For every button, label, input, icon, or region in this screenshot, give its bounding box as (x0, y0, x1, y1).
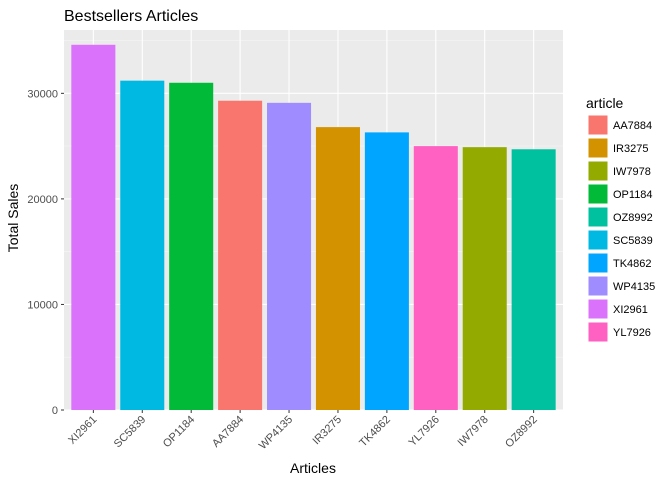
bars (71, 44, 556, 411)
y-tick-label: 30000 (27, 88, 58, 100)
legend-label: IR3275 (613, 143, 648, 155)
x-tick-label: WP4135 (257, 414, 295, 452)
y-tick-label: 10000 (27, 299, 58, 311)
x-tick-label: TK4862 (357, 414, 393, 450)
legend-label: OZ8992 (613, 212, 653, 224)
bar-sc5839 (120, 80, 165, 411)
bar-aa7884 (218, 100, 263, 410)
y-tick-label: 0 (52, 405, 58, 417)
legend-key-op1184 (587, 183, 609, 205)
legend: article AA7884 IR3275 IW7978 OP1184 OZ8992 SC… (586, 95, 655, 343)
bar-wp4135 (267, 102, 312, 410)
legend-label: SC5839 (613, 235, 653, 247)
legend-key-oz8992 (587, 206, 609, 228)
legend-label: OP1184 (613, 189, 653, 201)
legend-label: TK4862 (613, 258, 652, 270)
bar-yl7926 (413, 146, 458, 410)
x-tick-label: OZ8992 (503, 414, 540, 451)
legend-label: IW7978 (613, 166, 651, 178)
bar-iw7978 (462, 147, 507, 410)
legend-label: YL7926 (613, 327, 651, 339)
bar-xi2961 (71, 44, 116, 411)
x-axis-title: Articles (290, 460, 336, 476)
legend-key-sc5839 (587, 229, 609, 251)
y-axis: 0 10000 20000 30000 (27, 88, 64, 417)
legend-title: article (586, 95, 624, 111)
x-tick-label: OP1184 (161, 414, 197, 450)
x-axis: XI2961 SC5839 OP1184 AA7884 WP4135 IR3275 TK48… (66, 410, 540, 452)
x-tick-label: IR3275 (311, 414, 345, 448)
legend-key-ir3275 (587, 137, 609, 159)
legend-key-xi2961 (587, 298, 609, 320)
legend-key-wp4135 (587, 275, 609, 297)
x-tick-label: YL7926 (407, 414, 442, 449)
bar-oz8992 (511, 149, 556, 410)
legend-key-aa7884 (587, 114, 609, 136)
x-tick-label: SC5839 (112, 414, 149, 451)
legend-label: WP4135 (613, 281, 655, 293)
bar-ir3275 (315, 127, 360, 410)
x-tick-label: XI2961 (66, 414, 99, 447)
x-tick-label: AA7884 (210, 414, 246, 450)
bar-op1184 (169, 82, 214, 411)
y-axis-title: Total Sales (5, 184, 21, 252)
y-tick-label: 20000 (27, 194, 58, 206)
chart-title: Bestsellers Articles (64, 8, 198, 25)
bar-tk4862 (364, 132, 409, 410)
legend-key-tk4862 (587, 252, 609, 274)
x-tick-label: IW7978 (456, 414, 491, 449)
legend-label: AA7884 (613, 120, 652, 132)
legend-label: XI2961 (613, 304, 648, 316)
legend-key-iw7978 (587, 160, 609, 182)
legend-key-yl7926 (587, 321, 609, 343)
